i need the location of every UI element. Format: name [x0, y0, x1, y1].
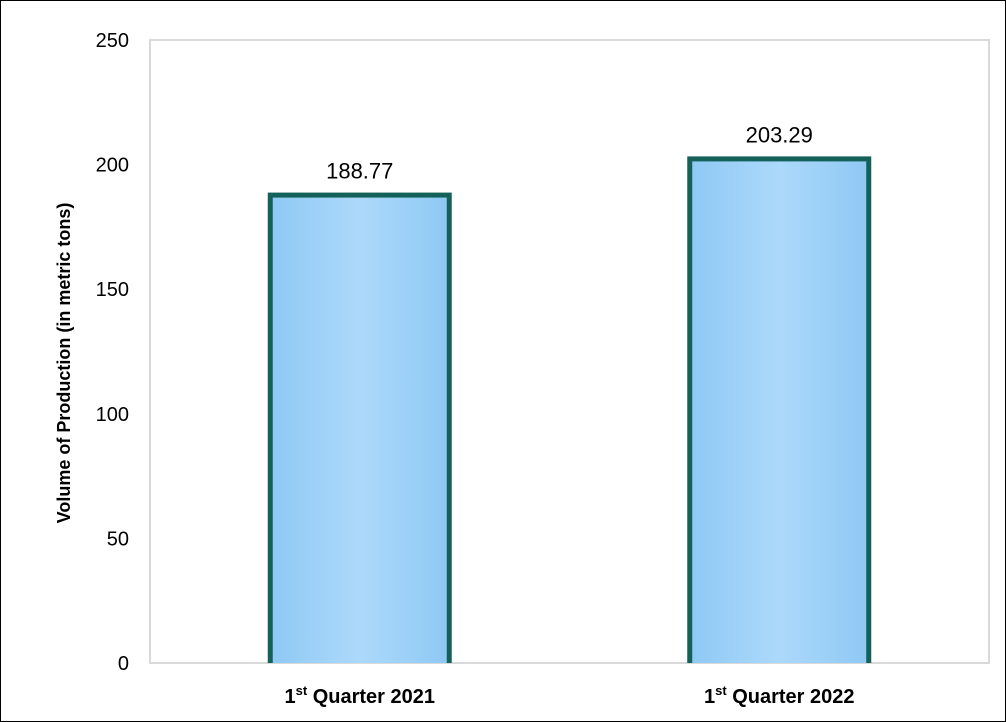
y-tick-label: 0 — [118, 653, 129, 675]
bar-value-label: 203.29 — [746, 122, 813, 147]
bar — [267, 192, 452, 664]
x-category-label: 1st Quarter 2022 — [704, 683, 855, 708]
bar — [687, 156, 872, 664]
y-tick-label: 100 — [96, 404, 129, 426]
y-tick-label: 200 — [96, 155, 129, 177]
bar-value-labels: 188.77 203.29 — [326, 122, 813, 183]
y-axis-label: Volume of Production (in metric tons) — [54, 203, 74, 524]
x-axis-categories: 1st Quarter 2021 1st Quarter 2022 — [284, 683, 854, 708]
y-tick-label: 50 — [107, 528, 129, 550]
bar-value-label: 188.77 — [326, 159, 393, 184]
bar-face — [272, 197, 447, 664]
bars — [267, 156, 872, 664]
plot-area — [149, 39, 990, 664]
x-category-label: 1st Quarter 2021 — [284, 683, 435, 708]
y-tick-label: 250 — [96, 30, 129, 52]
y-tick-label: 150 — [96, 279, 129, 301]
plot-border — [149, 39, 990, 664]
bar-face — [692, 161, 867, 664]
y-axis-ticks: 0 50 100 150 200 250 — [96, 30, 129, 675]
